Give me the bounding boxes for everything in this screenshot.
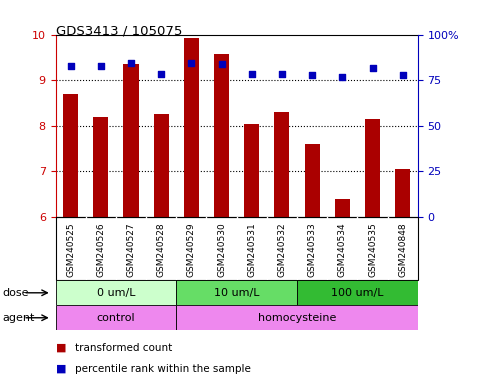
Text: 10 um/L: 10 um/L: [214, 288, 259, 298]
Point: [97, 63, 105, 70]
Bar: [56, 280, 176, 305]
Bar: [335, 199, 350, 217]
Text: homocysteine: homocysteine: [258, 313, 336, 323]
Bar: [63, 94, 78, 217]
Text: GSM240529: GSM240529: [187, 222, 196, 276]
Text: 0 um/L: 0 um/L: [97, 288, 135, 298]
Point: [187, 60, 195, 66]
Point: [248, 71, 256, 77]
Bar: [124, 64, 139, 217]
Text: GSM240532: GSM240532: [277, 222, 286, 276]
Bar: [214, 54, 229, 217]
Bar: [297, 280, 418, 305]
Text: GSM240528: GSM240528: [156, 222, 166, 276]
Bar: [93, 117, 108, 217]
Text: GSM240526: GSM240526: [96, 222, 105, 276]
Bar: [176, 305, 418, 330]
Text: ■: ■: [56, 343, 66, 353]
Text: GSM240527: GSM240527: [127, 222, 136, 276]
Text: ■: ■: [56, 364, 66, 374]
Bar: [244, 124, 259, 217]
Text: GDS3413 / 105075: GDS3413 / 105075: [56, 25, 182, 38]
Bar: [365, 119, 380, 217]
Bar: [154, 114, 169, 217]
Text: agent: agent: [2, 313, 35, 323]
Text: control: control: [97, 313, 135, 323]
Text: GSM240533: GSM240533: [308, 222, 317, 277]
Bar: [395, 169, 410, 217]
Point: [67, 63, 74, 70]
Point: [157, 71, 165, 77]
Point: [308, 72, 316, 78]
Text: GSM240535: GSM240535: [368, 222, 377, 277]
Bar: [274, 112, 289, 217]
Text: GSM240848: GSM240848: [398, 222, 407, 276]
Text: GSM240525: GSM240525: [66, 222, 75, 276]
Point: [339, 74, 346, 80]
Text: GSM240534: GSM240534: [338, 222, 347, 276]
Point: [278, 71, 286, 77]
Point: [127, 60, 135, 66]
Point: [399, 72, 407, 78]
Point: [218, 61, 226, 67]
Text: GSM240530: GSM240530: [217, 222, 226, 277]
Point: [369, 65, 376, 71]
Bar: [305, 144, 320, 217]
Text: transformed count: transformed count: [75, 343, 172, 353]
Text: dose: dose: [2, 288, 29, 298]
Text: percentile rank within the sample: percentile rank within the sample: [75, 364, 251, 374]
Bar: [184, 38, 199, 217]
Text: 100 um/L: 100 um/L: [331, 288, 384, 298]
Bar: [176, 280, 297, 305]
Bar: [56, 305, 176, 330]
Text: GSM240531: GSM240531: [247, 222, 256, 277]
